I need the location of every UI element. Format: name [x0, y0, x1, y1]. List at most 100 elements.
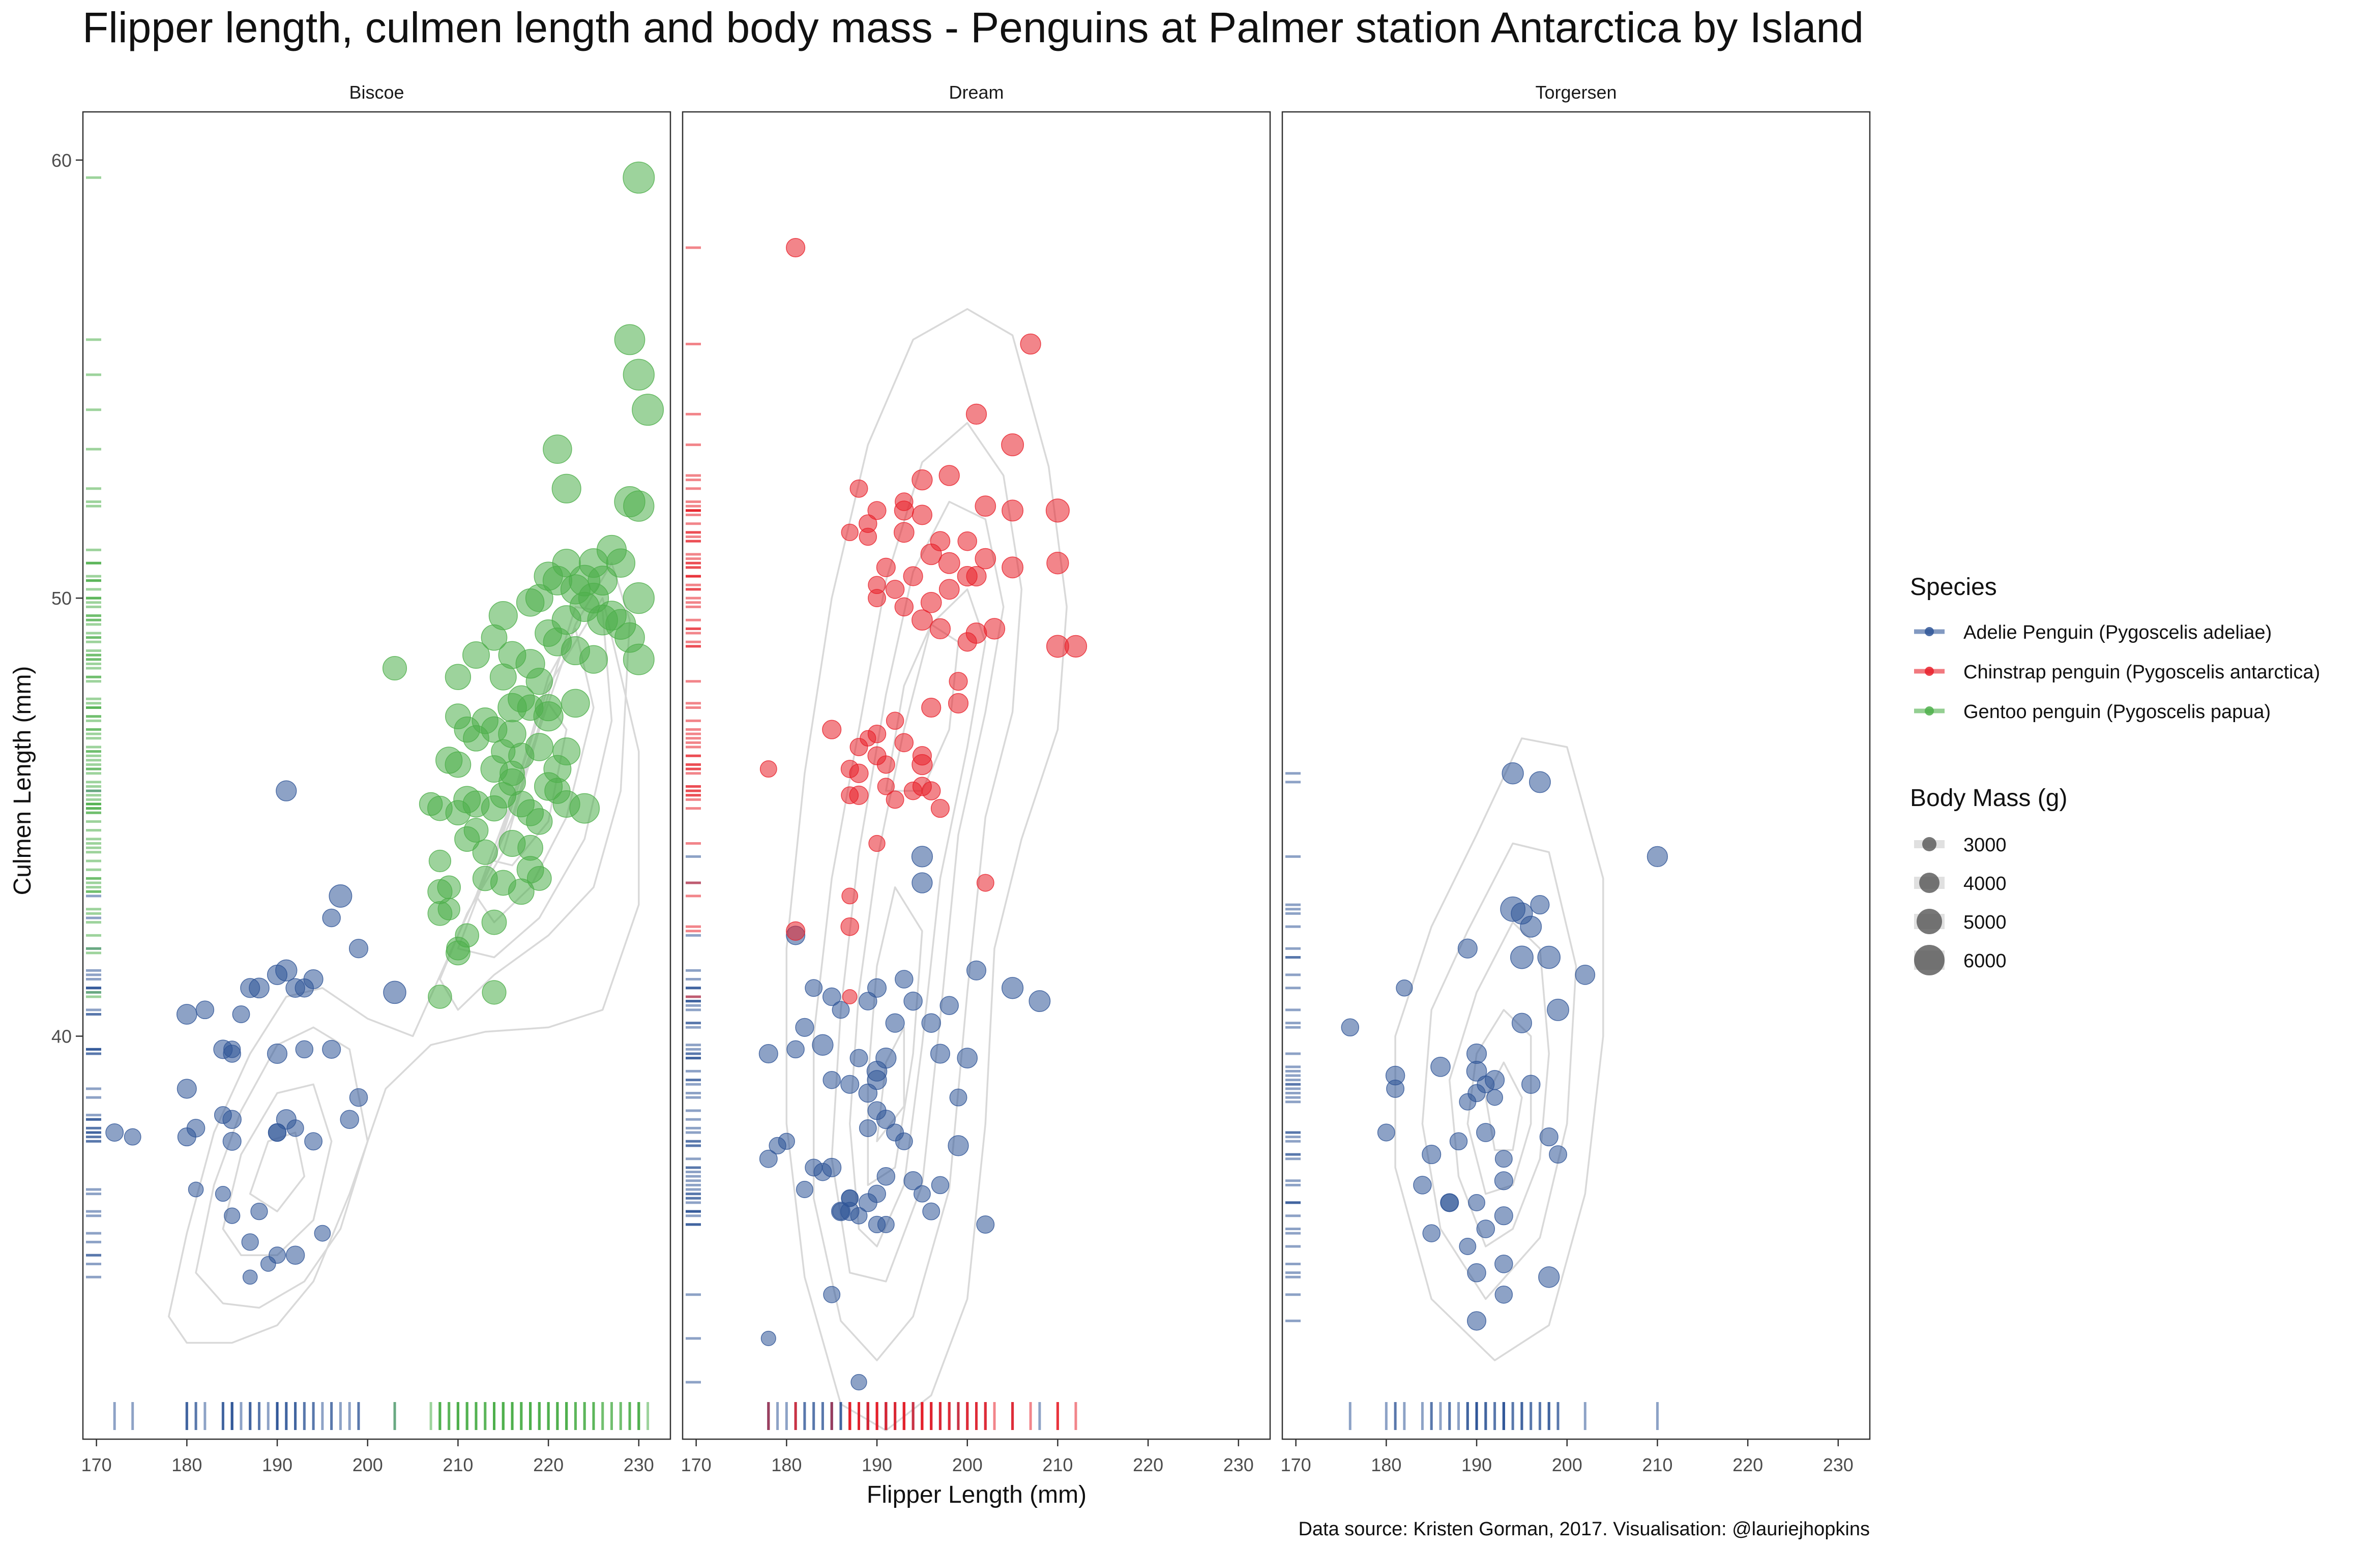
size-legend-5000: 5000: [1914, 909, 2007, 934]
data-point: [1467, 1263, 1486, 1283]
data-point: [1494, 1285, 1513, 1304]
data-point: [876, 1110, 896, 1129]
y-tick-label: 40: [51, 1026, 72, 1047]
x-tick-label: 220: [1133, 1454, 1163, 1475]
density-contour-line: [1394, 737, 1604, 1361]
data-point: [983, 618, 1006, 640]
data-point: [939, 996, 959, 1015]
data-point: [462, 641, 490, 669]
data-point: [383, 980, 406, 1004]
data-point: [867, 978, 887, 998]
data-point: [176, 1004, 197, 1025]
data-point: [894, 500, 914, 521]
data-point: [606, 548, 636, 578]
data-point: [188, 1181, 204, 1198]
panels-group: Biscoe 170 180 190 200 210 220 230 40 50 60 Dream 17…: [51, 82, 1871, 1475]
panel-torgersen: Torgersen 170 180 190 200 210 220 230: [1281, 82, 1871, 1475]
data-point: [976, 1215, 995, 1234]
data-point: [1422, 1224, 1441, 1242]
data-point: [840, 917, 859, 936]
data-point: [453, 786, 481, 814]
data-point: [1521, 1075, 1541, 1094]
data-point: [488, 601, 518, 631]
y-tick-label: 50: [51, 588, 72, 609]
data-point: [823, 1286, 841, 1303]
data-point: [295, 1040, 314, 1059]
data-point: [587, 565, 618, 596]
panel-border: [682, 111, 1271, 1440]
legend-item-adelie: Adelie Penguin (Pygoscelis adeliae): [1914, 622, 2272, 643]
data-point: [868, 835, 886, 852]
series-adelie: [1341, 762, 1668, 1331]
data-point: [472, 839, 498, 865]
data-point: [841, 523, 859, 542]
data-point: [329, 884, 352, 908]
data-point: [931, 1176, 950, 1195]
data-point: [445, 664, 472, 690]
data-point: [215, 1186, 231, 1202]
data-point: [105, 1123, 124, 1142]
data-point: [859, 1119, 877, 1137]
x-tick-label: 170: [681, 1454, 712, 1475]
data-point: [1029, 990, 1051, 1013]
data-point: [912, 872, 933, 894]
rug-marks: [1285, 772, 1659, 1430]
panel-background: [1282, 112, 1870, 1439]
data-point: [224, 1207, 241, 1224]
x-tick-label: 190: [262, 1454, 292, 1475]
data-point: [285, 1245, 305, 1265]
data-point: [1045, 498, 1070, 523]
data-point: [957, 531, 977, 551]
data-point: [913, 1185, 931, 1203]
data-point: [177, 1127, 196, 1147]
x-tick-label: 180: [171, 1454, 202, 1475]
y-tick-label: 60: [51, 150, 72, 171]
data-point: [778, 1133, 795, 1150]
data-point: [1002, 499, 1024, 522]
size-legend-label-4000: 4000: [1963, 873, 2007, 895]
data-point: [903, 991, 923, 1011]
data-point: [437, 875, 461, 899]
data-point: [1386, 1079, 1405, 1098]
data-point: [1502, 762, 1524, 785]
data-point: [614, 324, 645, 355]
panel-biscoe: Biscoe 170 180 190 200 210 220 230 40 50 60: [51, 82, 671, 1475]
data-point: [795, 1018, 814, 1037]
data-point: [849, 1049, 868, 1067]
legend: Species Adelie Penguin (Pygoscelis adeli…: [1910, 574, 2320, 975]
data-point: [876, 557, 896, 577]
x-tick-label: 230: [1823, 1454, 1854, 1475]
data-point: [428, 849, 452, 873]
data-point: [885, 580, 905, 599]
size-legend-title: Body Mass (g): [1910, 785, 2067, 812]
data-point: [579, 645, 608, 674]
x-tick-label: 210: [1042, 1454, 1073, 1475]
data-point: [930, 1044, 950, 1064]
rug-marks: [86, 176, 650, 1430]
x-tick-label: 220: [1732, 1454, 1763, 1475]
density-contours: [785, 308, 1068, 1432]
data-point: [877, 778, 895, 795]
data-point: [1494, 1171, 1513, 1190]
data-point: [304, 1132, 323, 1151]
data-point: [1494, 1150, 1513, 1168]
data-point: [195, 1000, 215, 1020]
size-legend-label-3000: 3000: [1963, 835, 2007, 856]
data-point: [876, 755, 895, 774]
data-point: [759, 760, 777, 778]
size-legend-6000: 6000: [1914, 945, 2007, 975]
data-point: [912, 609, 933, 631]
data-point: [525, 668, 553, 695]
data-point: [1494, 1255, 1513, 1273]
legend-label-chinstrap: Chinstrap penguin (Pygoscelis antarctica…: [1963, 662, 2320, 683]
data-point: [822, 1157, 842, 1177]
data-point: [463, 818, 489, 843]
data-point: [1466, 1311, 1487, 1331]
data-point: [419, 792, 443, 816]
data-point: [796, 1181, 813, 1198]
data-point: [1020, 333, 1041, 355]
data-point: [526, 866, 552, 891]
data-point: [859, 527, 877, 546]
data-point: [868, 1184, 886, 1203]
